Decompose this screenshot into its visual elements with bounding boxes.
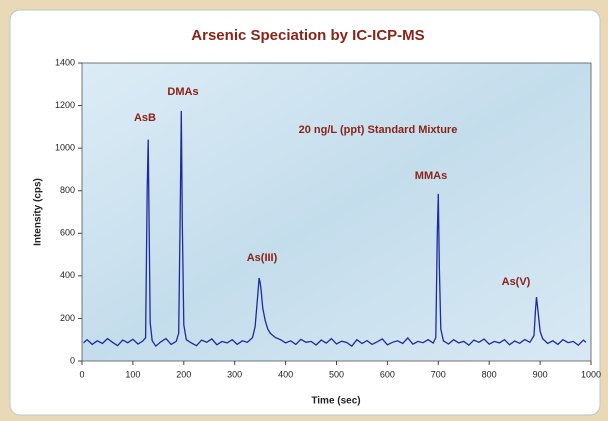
x-tick-label: 200 xyxy=(176,369,191,379)
x-tick-label: 900 xyxy=(533,369,548,379)
x-tick-label: 800 xyxy=(482,369,497,379)
x-tick-label: 1000 xyxy=(581,369,601,379)
signal-line xyxy=(83,110,587,348)
y-tick-label: 1200 xyxy=(55,100,75,110)
peak-label: As(III) xyxy=(247,252,278,264)
y-tick-label: 0 xyxy=(70,355,75,365)
x-tick-label: 400 xyxy=(278,369,293,379)
x-axis-label: Time (sec) xyxy=(311,396,360,407)
x-tick-label: 100 xyxy=(125,369,140,379)
x-tick-label: 0 xyxy=(79,369,84,379)
y-tick-label: 400 xyxy=(60,270,75,280)
y-axis-label: Intensity (cps) xyxy=(33,178,44,246)
x-tick-label: 500 xyxy=(329,369,344,379)
y-tick-label: 800 xyxy=(60,185,75,195)
peak-label: AsB xyxy=(134,112,156,124)
chart-title: Arsenic Speciation by IC-ICP-MS xyxy=(191,27,424,44)
x-tick-label: 700 xyxy=(431,369,446,379)
y-tick-label: 200 xyxy=(60,313,75,323)
subtitle: 20 ng/L (ppt) Standard Mixture xyxy=(299,124,458,136)
y-tick-label: 1400 xyxy=(55,57,75,67)
y-tick-label: 600 xyxy=(60,228,75,238)
x-tick-label: 600 xyxy=(380,369,395,379)
peak-label: As(V) xyxy=(502,276,531,288)
y-tick-label: 1000 xyxy=(55,143,75,153)
peak-label: DMAs xyxy=(167,86,198,98)
plot-area xyxy=(81,62,592,362)
x-tick-label: 300 xyxy=(227,369,242,379)
peak-label: MMAs xyxy=(415,170,447,182)
